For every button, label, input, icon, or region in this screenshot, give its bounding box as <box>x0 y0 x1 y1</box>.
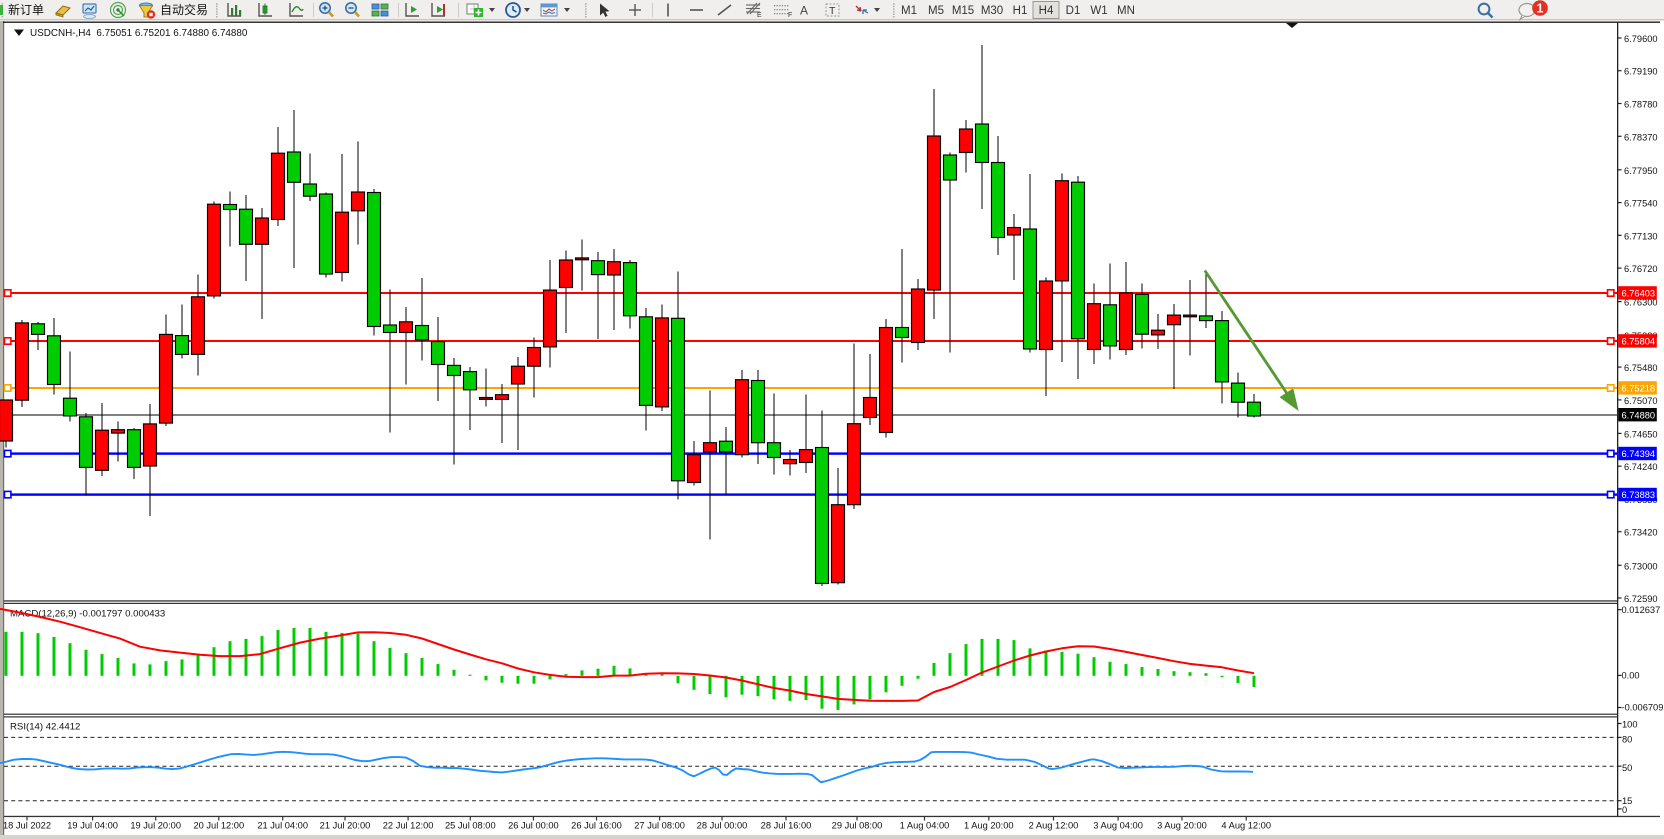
svg-text:H1: H1 <box>1013 5 1028 17</box>
svg-text:6.77540: 6.77540 <box>1624 199 1658 209</box>
svg-text:USDCNH-,H4 6.75051 6.75201 6.: USDCNH-,H4 6.75051 6.75201 6.74880 6.748… <box>30 28 248 39</box>
svg-text:6.76720: 6.76720 <box>1624 264 1658 274</box>
svg-text:M15: M15 <box>952 5 974 17</box>
svg-text:M1: M1 <box>901 5 917 17</box>
svg-text:W1: W1 <box>1090 5 1107 17</box>
svg-text:6.72590: 6.72590 <box>1624 594 1658 604</box>
svg-text:6.76300: 6.76300 <box>1624 298 1658 308</box>
svg-text:3 Aug 20:00: 3 Aug 20:00 <box>1157 821 1207 831</box>
svg-text:80: 80 <box>1622 734 1632 744</box>
svg-text:6.74394: 6.74394 <box>1622 449 1656 459</box>
svg-text:6.74880: 6.74880 <box>1622 410 1656 420</box>
svg-text:19 Jul 20:00: 19 Jul 20:00 <box>130 821 181 831</box>
svg-text:19 Jul 04:00: 19 Jul 04:00 <box>67 821 118 831</box>
svg-text:MACD(12,26,9) -0.001797 0.0004: MACD(12,26,9) -0.001797 0.000433 <box>10 609 165 620</box>
svg-text:E: E <box>757 12 762 19</box>
svg-text:26 Jul 16:00: 26 Jul 16:00 <box>571 821 622 831</box>
svg-text:100: 100 <box>1622 720 1638 730</box>
svg-text:26 Jul 00:00: 26 Jul 00:00 <box>508 821 559 831</box>
svg-text:1 Aug 04:00: 1 Aug 04:00 <box>900 821 950 831</box>
svg-text:6.77950: 6.77950 <box>1624 166 1658 176</box>
svg-text:6.77130: 6.77130 <box>1624 231 1658 241</box>
svg-text:4 Aug 12:00: 4 Aug 12:00 <box>1221 821 1271 831</box>
svg-text:6.73000: 6.73000 <box>1624 561 1658 571</box>
svg-text:22 Jul 12:00: 22 Jul 12:00 <box>383 821 434 831</box>
svg-text:D1: D1 <box>1066 5 1081 17</box>
svg-text:20 Jul 12:00: 20 Jul 12:00 <box>193 821 244 831</box>
svg-text:1 Aug 20:00: 1 Aug 20:00 <box>964 821 1014 831</box>
svg-text:50: 50 <box>1622 763 1632 773</box>
svg-text:18 Jul 2022: 18 Jul 2022 <box>3 821 51 831</box>
svg-text:1: 1 <box>1537 2 1544 16</box>
svg-text:6.75804: 6.75804 <box>1622 337 1656 347</box>
svg-text:3 Aug 04:00: 3 Aug 04:00 <box>1093 821 1143 831</box>
svg-text:M5: M5 <box>928 5 944 17</box>
svg-text:0.012637: 0.012637 <box>1622 605 1661 615</box>
svg-text:21 Jul 04:00: 21 Jul 04:00 <box>257 821 308 831</box>
svg-text:28 Jul 16:00: 28 Jul 16:00 <box>761 821 812 831</box>
svg-text:F: F <box>788 12 792 19</box>
svg-text:6.78370: 6.78370 <box>1624 132 1658 142</box>
svg-text:6.75218: 6.75218 <box>1622 384 1656 394</box>
svg-text:M30: M30 <box>981 5 1003 17</box>
svg-text:6.74240: 6.74240 <box>1624 462 1658 472</box>
svg-text:29 Jul 08:00: 29 Jul 08:00 <box>832 821 883 831</box>
svg-text:6.74650: 6.74650 <box>1624 429 1658 439</box>
svg-text:RSI(14) 42.4412: RSI(14) 42.4412 <box>10 722 80 733</box>
svg-text:0: 0 <box>1622 805 1627 815</box>
svg-text:6.75480: 6.75480 <box>1624 363 1658 373</box>
svg-text:H4: H4 <box>1039 5 1054 17</box>
svg-text:25 Jul 08:00: 25 Jul 08:00 <box>445 821 496 831</box>
svg-text:T: T <box>829 5 836 17</box>
svg-text:6.75070: 6.75070 <box>1624 396 1658 406</box>
svg-text:自动交易: 自动交易 <box>160 2 208 17</box>
svg-text:21 Jul 20:00: 21 Jul 20:00 <box>320 821 371 831</box>
svg-text:27 Jul 08:00: 27 Jul 08:00 <box>634 821 685 831</box>
svg-text:6.73420: 6.73420 <box>1624 528 1658 538</box>
svg-text:6.79190: 6.79190 <box>1624 67 1658 77</box>
svg-text:新订单: 新订单 <box>8 2 44 17</box>
svg-text:6.78780: 6.78780 <box>1624 100 1658 110</box>
svg-text:0.00: 0.00 <box>1622 671 1640 681</box>
svg-text:6.79600: 6.79600 <box>1624 34 1658 44</box>
svg-text:6.76403: 6.76403 <box>1622 289 1656 299</box>
svg-text:MN: MN <box>1117 5 1135 17</box>
svg-text:-0.006709: -0.006709 <box>1622 703 1664 713</box>
svg-text:A: A <box>800 4 808 18</box>
svg-text:28 Jul 00:00: 28 Jul 00:00 <box>697 821 748 831</box>
svg-text:6.73883: 6.73883 <box>1622 490 1656 500</box>
svg-text:15: 15 <box>1622 796 1632 806</box>
svg-text:2 Aug 12:00: 2 Aug 12:00 <box>1029 821 1079 831</box>
